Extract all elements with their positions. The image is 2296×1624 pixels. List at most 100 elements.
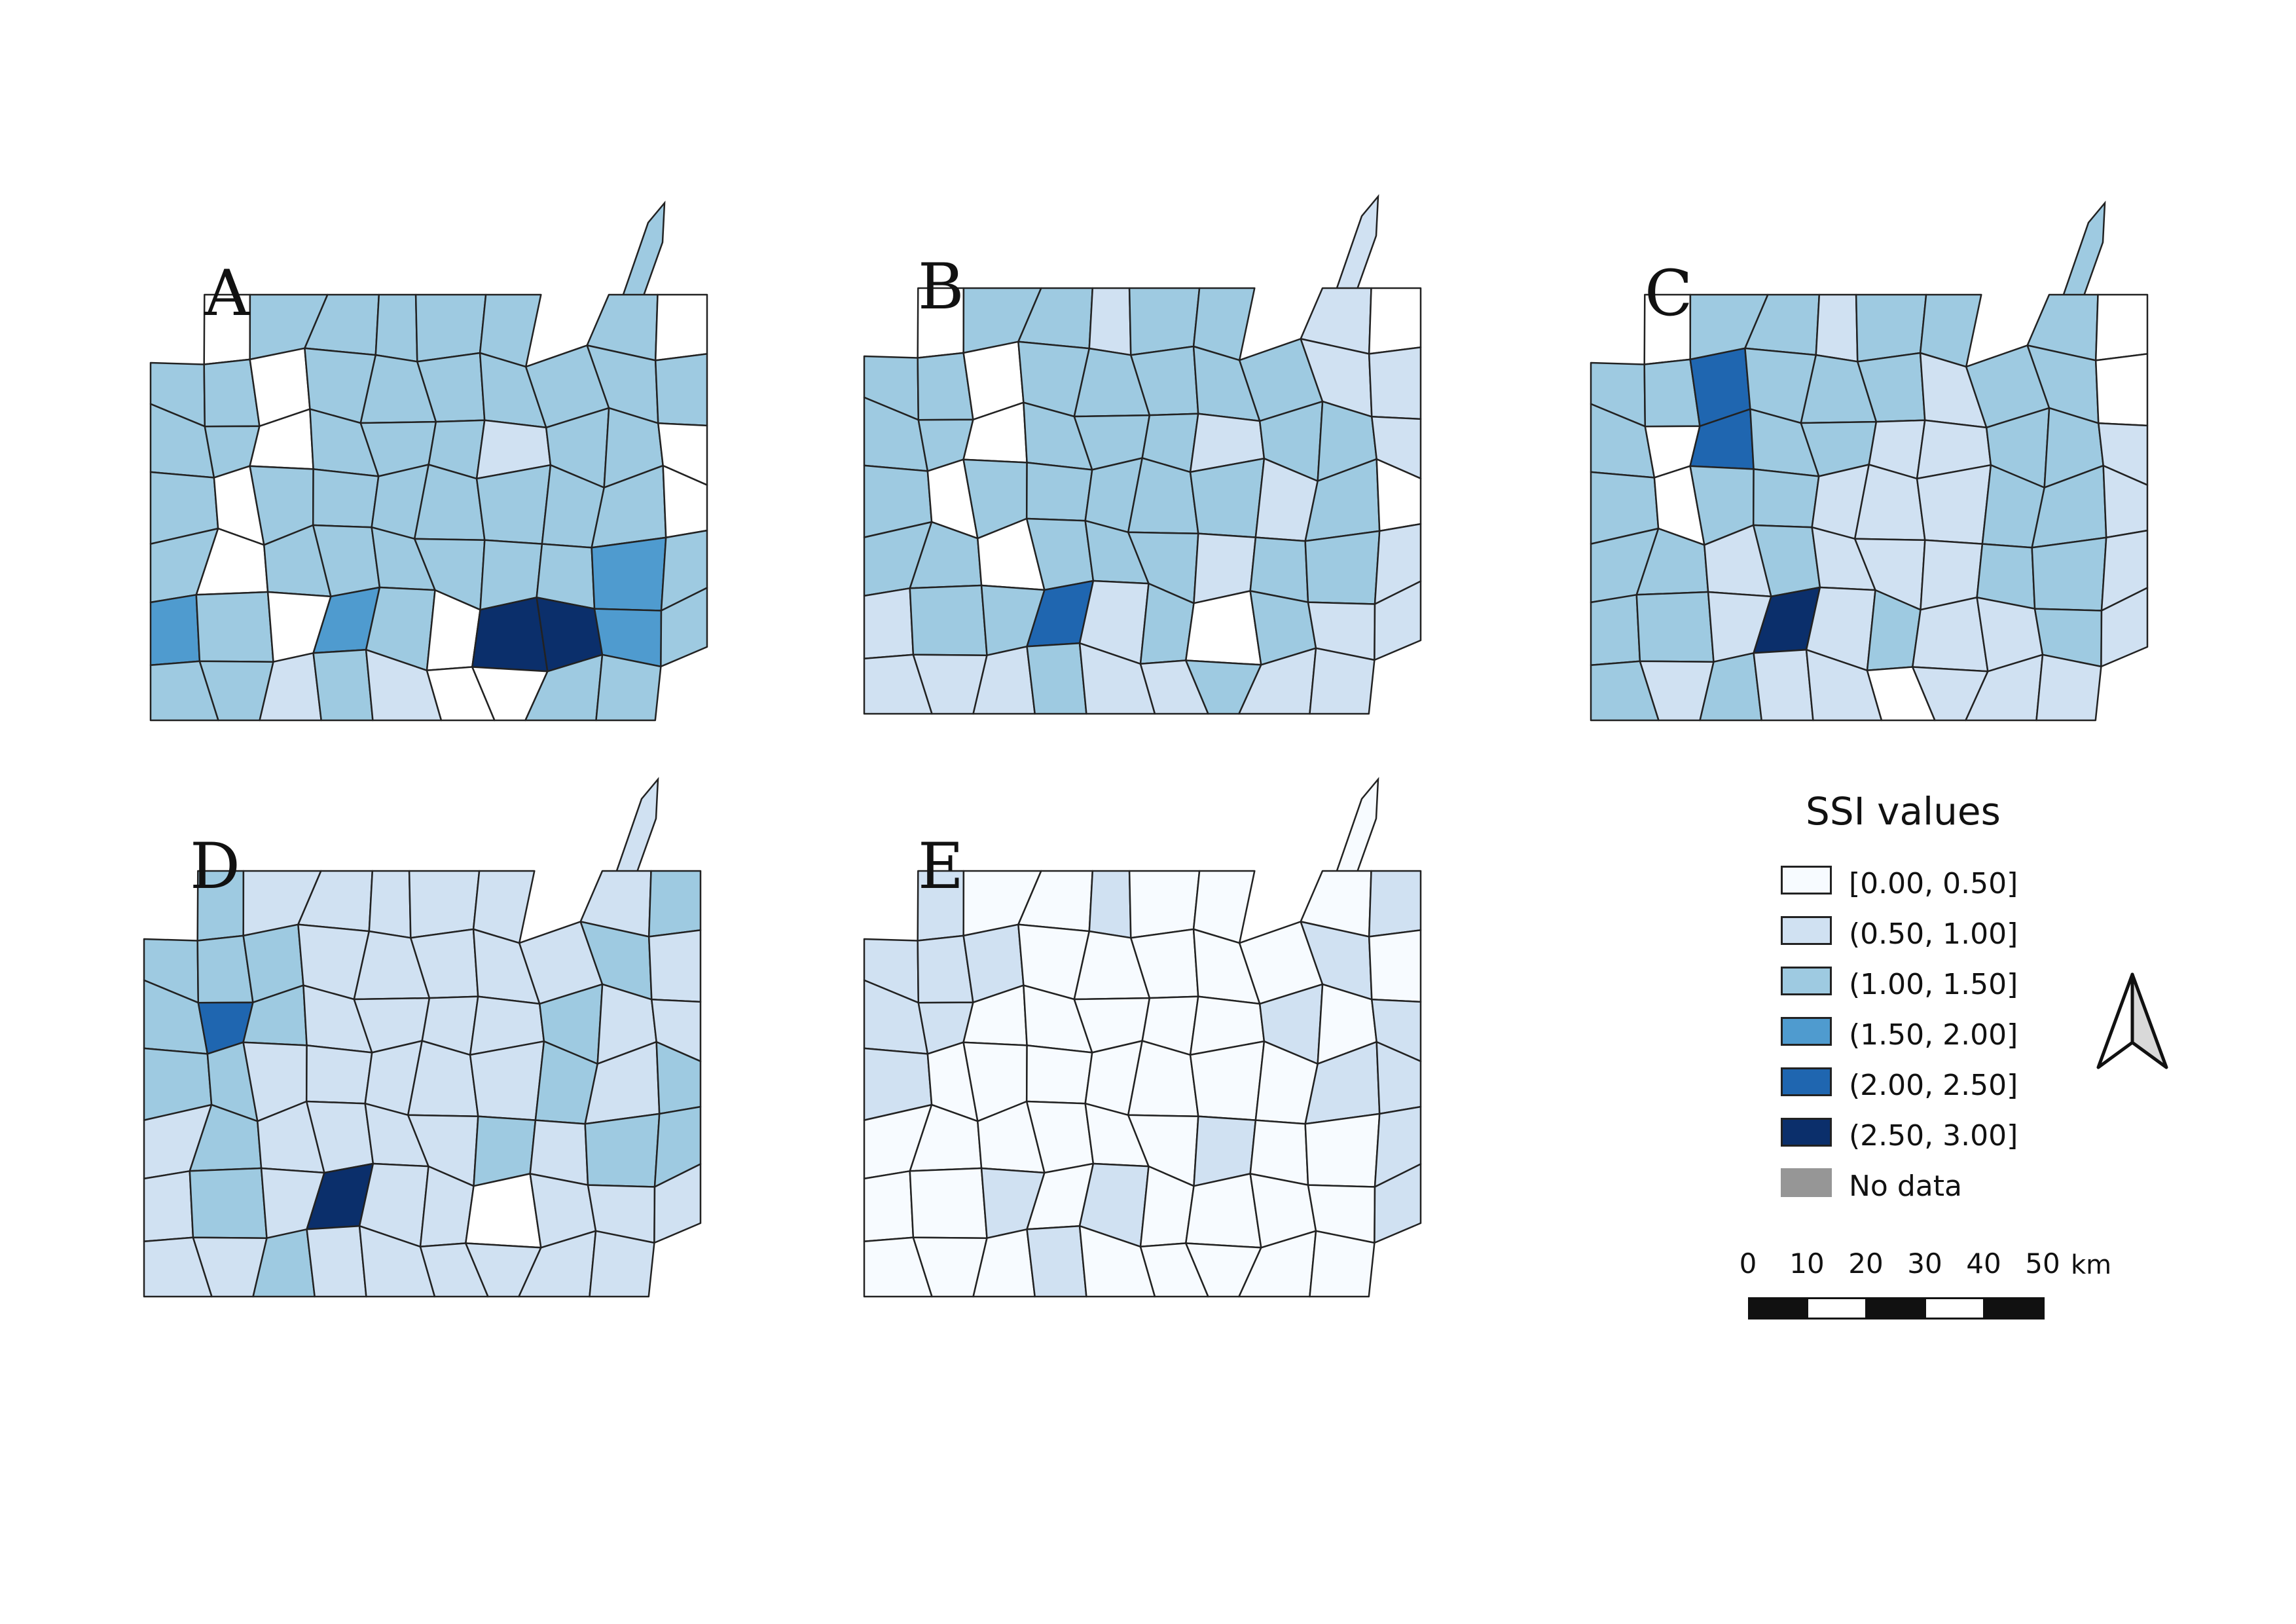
- scale-tick-label: 0: [1739, 1247, 1757, 1280]
- district-polygon: [2031, 536, 2107, 612]
- district-polygon: [374, 293, 418, 363]
- district-polygon: [149, 594, 201, 667]
- district-polygon: [408, 870, 481, 939]
- choropleth-map-b: [863, 194, 1422, 715]
- legend-swatch: [1781, 967, 1832, 995]
- district-polygon: [611, 777, 659, 885]
- district-polygon: [591, 536, 667, 612]
- district-polygon: [1753, 648, 1814, 722]
- map-panel-a: A: [131, 196, 733, 733]
- district-polygon: [1331, 194, 1379, 303]
- district-polygon: [647, 929, 702, 1003]
- district-polygon: [1026, 1225, 1087, 1298]
- scale-tick-label: 30: [1907, 1247, 1942, 1280]
- district-polygon: [1752, 468, 1820, 528]
- district-polygon: [654, 353, 708, 427]
- district-polygon: [1189, 1040, 1266, 1121]
- district-polygon: [589, 1230, 655, 1298]
- scale-segment: [1865, 1297, 1926, 1320]
- scale-segment: [1924, 1297, 1985, 1320]
- district-polygon: [1368, 346, 1422, 420]
- district-polygon: [2100, 587, 2149, 668]
- district-polygon: [1189, 457, 1266, 538]
- district-polygon: [1590, 594, 1641, 667]
- district-polygon: [1025, 1044, 1093, 1105]
- district-polygon: [1185, 590, 1262, 666]
- district-polygon: [654, 293, 708, 361]
- district-polygon: [1304, 1113, 1381, 1188]
- scale-segment: [1806, 1297, 1867, 1320]
- legend-swatch: [1781, 1067, 1832, 1096]
- legend-title: SSI values: [1806, 789, 2001, 834]
- district-polygon: [1088, 287, 1132, 356]
- district-polygon: [1916, 464, 1992, 545]
- district-polygon: [305, 1044, 373, 1105]
- scale-segment: [1983, 1297, 2045, 1320]
- scale-tick-label: 50: [2025, 1247, 2060, 1280]
- district-polygon: [189, 1167, 268, 1239]
- legend-label: (1.00, 1.50]: [1849, 968, 2018, 1001]
- choropleth-map-e: [863, 777, 1422, 1298]
- district-polygon: [1374, 1163, 1422, 1244]
- district-polygon: [1128, 287, 1201, 356]
- district-polygon: [584, 1113, 661, 1188]
- panel-label-e: E: [918, 830, 964, 903]
- scale-tick-label: 40: [1966, 1247, 2001, 1280]
- district-polygon: [1368, 870, 1422, 938]
- district-polygon: [1331, 777, 1379, 885]
- district-polygon: [2094, 293, 2149, 361]
- district-polygon: [2094, 353, 2149, 427]
- district-polygon: [1309, 647, 1376, 715]
- district-polygon: [1855, 293, 1927, 363]
- legend-label: (1.50, 2.00]: [1849, 1018, 2018, 1052]
- choropleth-map-a: [149, 200, 708, 722]
- legend-label: (0.50, 1.00]: [1849, 917, 2018, 951]
- legend-swatch: [1781, 866, 1832, 895]
- legend-label: [0.00, 0.50]: [1849, 867, 2018, 900]
- district-polygon: [647, 870, 702, 938]
- district-polygon: [660, 587, 708, 668]
- panel-label-a: A: [204, 257, 250, 330]
- scale-bar: 0 10 20 30 40 50 km: [1728, 1247, 2147, 1326]
- district-polygon: [1635, 591, 1715, 663]
- map-panel-d: D: [124, 773, 727, 1310]
- district-polygon: [306, 1225, 367, 1298]
- district-polygon: [471, 597, 549, 673]
- panel-label-d: D: [190, 830, 240, 903]
- district-polygon: [1304, 530, 1381, 605]
- district-polygon: [465, 1173, 542, 1249]
- legend-label: (2.50, 3.00]: [1849, 1119, 2018, 1153]
- district-polygon: [1128, 870, 1201, 939]
- district-polygon: [595, 654, 662, 722]
- district-polygon: [1912, 597, 1989, 673]
- choropleth-map-c: [1590, 200, 2149, 722]
- district-polygon: [863, 587, 915, 660]
- legend-swatch: [1781, 916, 1832, 945]
- district-polygon: [1025, 462, 1093, 522]
- district-polygon: [617, 200, 666, 309]
- district-polygon: [195, 591, 274, 663]
- scale-segment: [1748, 1297, 1808, 1320]
- district-polygon: [1368, 929, 1422, 1003]
- district-polygon: [1374, 580, 1422, 661]
- district-polygon: [1185, 1173, 1262, 1249]
- district-polygon: [143, 1170, 194, 1243]
- district-polygon: [653, 1163, 702, 1244]
- district-polygon: [1026, 642, 1087, 715]
- district-polygon: [863, 1170, 915, 1243]
- legend-swatch: [1781, 1017, 1832, 1046]
- district-polygon: [2035, 654, 2102, 722]
- district-polygon: [2058, 200, 2106, 309]
- district-polygon: [1088, 870, 1132, 939]
- legend-label: No data: [1849, 1170, 1962, 1203]
- district-polygon: [1815, 293, 1859, 363]
- district-polygon: [1309, 1230, 1376, 1298]
- district-polygon: [368, 870, 412, 939]
- map-panel-e: E: [845, 773, 1447, 1310]
- legend-label: (2.00, 2.50]: [1849, 1069, 2018, 1102]
- district-polygon: [469, 1040, 545, 1121]
- scale-tick-label: 20: [1848, 1247, 1884, 1280]
- scale-tick-label: 10: [1789, 1247, 1825, 1280]
- map-panel-b: B: [845, 190, 1447, 727]
- district-polygon: [312, 468, 380, 528]
